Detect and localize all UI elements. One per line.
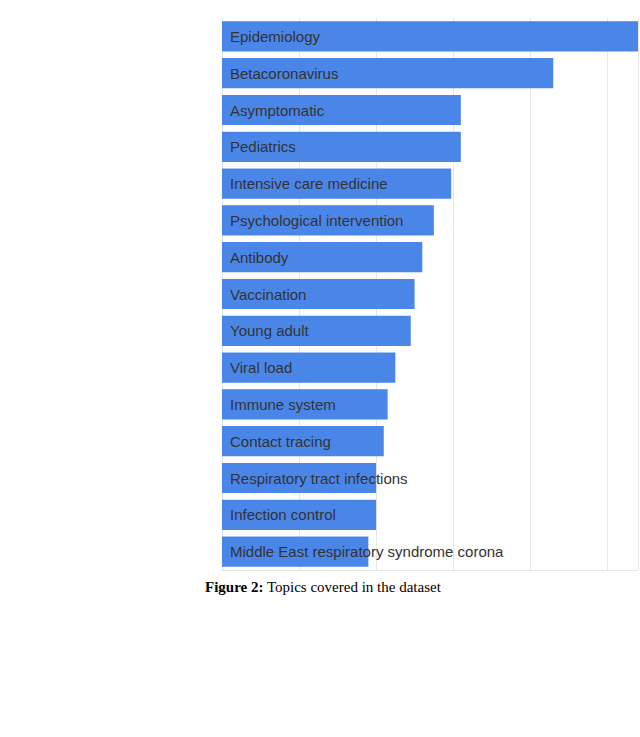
svg-text:Vaccination: Vaccination (230, 286, 306, 303)
svg-text:Antibody: Antibody (230, 249, 289, 266)
svg-text:Intensive care medicine: Intensive care medicine (230, 175, 388, 192)
svg-text:Contact tracing: Contact tracing (230, 433, 331, 450)
svg-text:Pediatrics: Pediatrics (230, 138, 296, 155)
svg-text:Infection control: Infection control (230, 506, 336, 523)
svg-text:Psychological intervention: Psychological intervention (230, 212, 403, 229)
svg-text:Viral load: Viral load (230, 359, 292, 376)
svg-text:Middle East respiratory syndro: Middle East respiratory syndrome corona (230, 543, 504, 560)
svg-text:Topics covered in the dataset: Topics covered in the dataset (263, 579, 441, 595)
svg-text:Figure 2:: Figure 2: (205, 579, 263, 595)
svg-text:Respiratory tract infections: Respiratory tract infections (230, 470, 408, 487)
svg-text:Epidemiology: Epidemiology (230, 28, 321, 45)
svg-text:Asymptomatic: Asymptomatic (230, 102, 325, 119)
svg-text:Betacoronavirus: Betacoronavirus (230, 65, 338, 82)
svg-text:Immune system: Immune system (230, 396, 336, 413)
svg-text:Young adult: Young adult (230, 322, 310, 339)
